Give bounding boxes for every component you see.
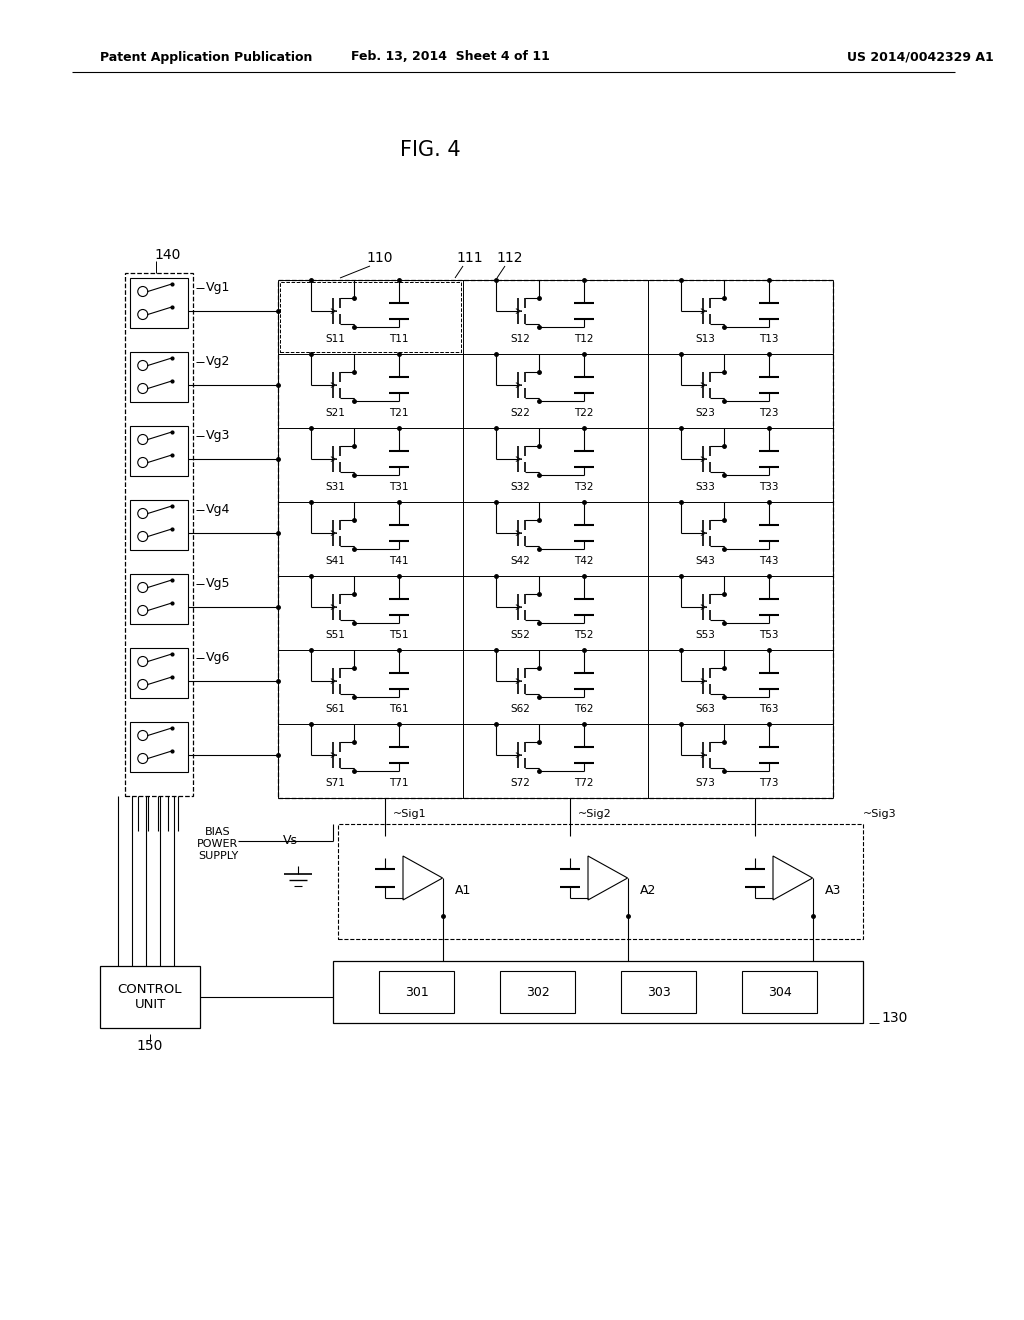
Text: T33: T33 — [759, 482, 778, 492]
Bar — [338, 824, 863, 939]
Text: S61: S61 — [326, 704, 345, 714]
Text: Vg3: Vg3 — [206, 429, 230, 442]
Text: T31: T31 — [389, 482, 409, 492]
Text: S12: S12 — [511, 334, 530, 345]
Text: T52: T52 — [573, 630, 593, 640]
Bar — [100, 966, 200, 1028]
Text: S23: S23 — [695, 408, 716, 418]
Text: BIAS
POWER
SUPPLY: BIAS POWER SUPPLY — [198, 828, 239, 861]
Bar — [130, 500, 188, 550]
Text: Vs: Vs — [283, 834, 298, 847]
Text: T43: T43 — [759, 556, 778, 566]
Bar — [500, 972, 575, 1012]
Text: US 2014/0042329 A1: US 2014/0042329 A1 — [847, 50, 993, 63]
Text: S21: S21 — [326, 408, 345, 418]
Bar — [280, 282, 461, 352]
Text: 302: 302 — [525, 986, 549, 998]
Text: T13: T13 — [759, 334, 778, 345]
Text: T62: T62 — [573, 704, 593, 714]
Bar — [742, 972, 817, 1012]
Text: T42: T42 — [573, 556, 593, 566]
Text: S33: S33 — [695, 482, 716, 492]
Text: 130: 130 — [881, 1011, 907, 1026]
Text: Vg5: Vg5 — [206, 578, 230, 590]
Bar — [125, 273, 193, 796]
Text: S13: S13 — [695, 334, 716, 345]
Text: 110: 110 — [367, 251, 393, 265]
Text: CONTROL
UNIT: CONTROL UNIT — [118, 983, 182, 1011]
Text: T72: T72 — [573, 777, 593, 788]
Text: T51: T51 — [389, 630, 409, 640]
Text: S22: S22 — [511, 408, 530, 418]
Text: S63: S63 — [695, 704, 716, 714]
Text: A3: A3 — [824, 883, 841, 896]
Text: S52: S52 — [511, 630, 530, 640]
Text: 111: 111 — [457, 251, 483, 265]
Text: S72: S72 — [511, 777, 530, 788]
Text: S42: S42 — [511, 556, 530, 566]
Bar — [333, 961, 863, 1023]
Bar — [278, 280, 833, 799]
Text: T41: T41 — [389, 556, 409, 566]
Text: S53: S53 — [695, 630, 716, 640]
Text: T11: T11 — [389, 334, 409, 345]
Text: Vg1: Vg1 — [206, 281, 230, 294]
Text: T12: T12 — [573, 334, 593, 345]
Text: Vg2: Vg2 — [206, 355, 230, 368]
Text: S31: S31 — [326, 482, 345, 492]
Text: ~Sig2: ~Sig2 — [579, 809, 612, 818]
Bar — [130, 722, 188, 772]
Text: S32: S32 — [511, 482, 530, 492]
Text: T63: T63 — [759, 704, 778, 714]
Text: T22: T22 — [573, 408, 593, 418]
Text: S73: S73 — [695, 777, 716, 788]
Bar — [130, 352, 188, 403]
Text: ~Sig3: ~Sig3 — [863, 809, 897, 818]
Bar — [130, 426, 188, 477]
Text: S71: S71 — [326, 777, 345, 788]
Text: 140: 140 — [154, 248, 180, 261]
Text: T71: T71 — [389, 777, 409, 788]
Text: T61: T61 — [389, 704, 409, 714]
Bar — [379, 972, 454, 1012]
Text: S41: S41 — [326, 556, 345, 566]
Bar — [130, 648, 188, 698]
Text: T23: T23 — [759, 408, 778, 418]
Text: A2: A2 — [640, 883, 656, 896]
Text: T73: T73 — [759, 777, 778, 788]
Text: S11: S11 — [326, 334, 345, 345]
Bar — [130, 279, 188, 327]
Text: 150: 150 — [137, 1039, 163, 1053]
Text: T32: T32 — [573, 482, 593, 492]
Text: T53: T53 — [759, 630, 778, 640]
Text: FIG. 4: FIG. 4 — [399, 140, 461, 160]
Text: A1: A1 — [455, 883, 471, 896]
Text: Vg6: Vg6 — [206, 652, 230, 664]
Text: 112: 112 — [497, 251, 523, 265]
Text: 303: 303 — [646, 986, 671, 998]
Bar — [621, 972, 696, 1012]
Text: T21: T21 — [389, 408, 409, 418]
Text: 301: 301 — [404, 986, 428, 998]
Bar — [130, 574, 188, 624]
Text: S51: S51 — [326, 630, 345, 640]
Text: Vg4: Vg4 — [206, 503, 230, 516]
Text: Patent Application Publication: Patent Application Publication — [100, 50, 312, 63]
Text: 304: 304 — [768, 986, 792, 998]
Text: ~Sig1: ~Sig1 — [393, 809, 427, 818]
Text: S43: S43 — [695, 556, 716, 566]
Text: S62: S62 — [511, 704, 530, 714]
Text: Feb. 13, 2014  Sheet 4 of 11: Feb. 13, 2014 Sheet 4 of 11 — [350, 50, 550, 63]
